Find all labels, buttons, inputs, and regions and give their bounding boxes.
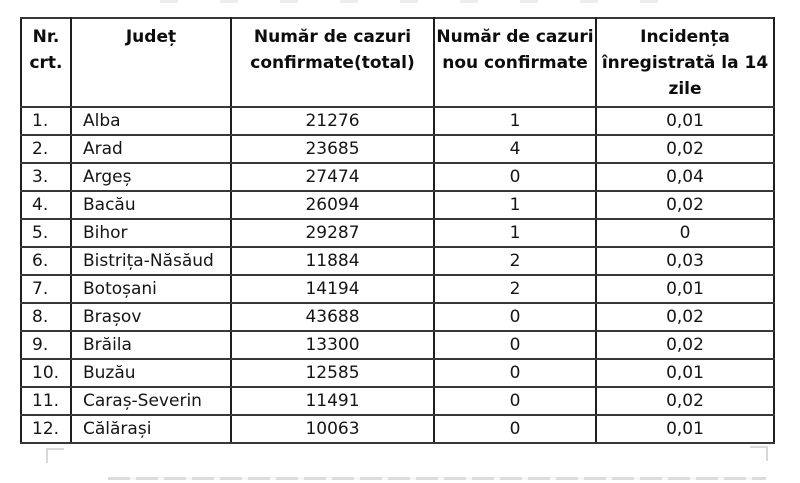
county-cell: Argeș: [70, 162, 232, 192]
incidence-cell: 0,01: [595, 274, 775, 304]
row-number-cell: 5.: [20, 218, 72, 248]
ghost-artifact-bottom: [108, 477, 766, 480]
county-cases-table: Nr. crt. Județ Număr de cazuri confirmat…: [20, 17, 775, 444]
incidence-cell: 0,01: [595, 106, 775, 136]
row-number-cell: 10.: [20, 358, 72, 388]
new-cases-cell: 0: [433, 386, 597, 416]
incidence-cell: 0,04: [595, 162, 775, 192]
incidence-cell: 0,02: [595, 386, 775, 416]
table-row: 3. Argeș 27474 0 0,04: [20, 162, 775, 192]
table-row: 11. Caraș-Severin 11491 0 0,02: [20, 386, 775, 416]
table-header: Nr. crt. Județ Număr de cazuri confirmat…: [20, 17, 775, 108]
new-cases-cell: 1: [433, 106, 597, 136]
table-row: 2. Arad 23685 4 0,02: [20, 134, 775, 164]
table-row: 1. Alba 21276 1 0,01: [20, 106, 775, 136]
new-cases-cell: 4: [433, 134, 597, 164]
county-cell: Caraș-Severin: [70, 386, 232, 416]
header-new-cases: Număr de cazuri nou confirmate: [433, 17, 597, 108]
incidence-cell: 0,02: [595, 134, 775, 164]
row-number-cell: 3.: [20, 162, 72, 192]
ghost-artifact-top: [160, 0, 680, 3]
table-row: 4. Bacău 26094 1 0,02: [20, 190, 775, 220]
total-cases-cell: 14194: [230, 274, 435, 304]
ghost-corner-right-artifact: [750, 446, 768, 461]
county-cases-table-container: Nr. crt. Județ Număr de cazuri confirmat…: [20, 17, 775, 444]
header-total-cases: Număr de cazuri confirmate(total): [230, 17, 435, 108]
incidence-cell: 0: [595, 218, 775, 248]
table-row: 5. Bihor 29287 1 0: [20, 218, 775, 248]
county-cell: Călărași: [70, 414, 232, 444]
total-cases-cell: 13300: [230, 330, 435, 360]
row-number-cell: 2.: [20, 134, 72, 164]
header-row: Nr. crt. Județ Număr de cazuri confirmat…: [20, 17, 775, 108]
total-cases-cell: 11491: [230, 386, 435, 416]
row-number-cell: 8.: [20, 302, 72, 332]
row-number-cell: 6.: [20, 246, 72, 276]
total-cases-cell: 21276: [230, 106, 435, 136]
county-cell: Alba: [70, 106, 232, 136]
new-cases-cell: 1: [433, 190, 597, 220]
incidence-cell: 0,02: [595, 330, 775, 360]
new-cases-cell: 0: [433, 358, 597, 388]
new-cases-cell: 0: [433, 162, 597, 192]
new-cases-cell: 0: [433, 302, 597, 332]
header-nr-crt: Nr. crt.: [20, 17, 72, 108]
county-cell: Bacău: [70, 190, 232, 220]
new-cases-cell: 2: [433, 274, 597, 304]
total-cases-cell: 12585: [230, 358, 435, 388]
table-row: 7. Botoșani 14194 2 0,01: [20, 274, 775, 304]
incidence-cell: 0,01: [595, 358, 775, 388]
table-row: 10. Buzău 12585 0 0,01: [20, 358, 775, 388]
table-row: 9. Brăila 13300 0 0,02: [20, 330, 775, 360]
county-cell: Brăila: [70, 330, 232, 360]
county-cell: Bihor: [70, 218, 232, 248]
county-cell: Brașov: [70, 302, 232, 332]
row-number-cell: 1.: [20, 106, 72, 136]
county-cell: Buzău: [70, 358, 232, 388]
table-row: 6. Bistrița-Năsăud 11884 2 0,03: [20, 246, 775, 276]
total-cases-cell: 23685: [230, 134, 435, 164]
total-cases-cell: 10063: [230, 414, 435, 444]
total-cases-cell: 26094: [230, 190, 435, 220]
incidence-cell: 0,03: [595, 246, 775, 276]
table-row: 8. Brașov 43688 0 0,02: [20, 302, 775, 332]
total-cases-cell: 29287: [230, 218, 435, 248]
new-cases-cell: 2: [433, 246, 597, 276]
header-incidence: Incidența înregistrată la 14 zile: [595, 17, 775, 108]
row-number-cell: 9.: [20, 330, 72, 360]
ghost-corner-left-artifact: [46, 448, 64, 463]
row-number-cell: 11.: [20, 386, 72, 416]
county-cell: Botoșani: [70, 274, 232, 304]
total-cases-cell: 27474: [230, 162, 435, 192]
row-number-cell: 4.: [20, 190, 72, 220]
new-cases-cell: 1: [433, 218, 597, 248]
county-cell: Arad: [70, 134, 232, 164]
table-row: 12. Călărași 10063 0 0,01: [20, 414, 775, 444]
total-cases-cell: 11884: [230, 246, 435, 276]
row-number-cell: 7.: [20, 274, 72, 304]
total-cases-cell: 43688: [230, 302, 435, 332]
table-body: 1. Alba 21276 1 0,01 2. Arad 23685 4 0,02 3. Argeș 2…: [20, 106, 775, 444]
row-number-cell: 12.: [20, 414, 72, 444]
incidence-cell: 0,02: [595, 302, 775, 332]
county-cell: Bistrița-Năsăud: [70, 246, 232, 276]
header-judet: Județ: [70, 17, 232, 108]
incidence-cell: 0,01: [595, 414, 775, 444]
new-cases-cell: 0: [433, 414, 597, 444]
incidence-cell: 0,02: [595, 190, 775, 220]
new-cases-cell: 0: [433, 330, 597, 360]
